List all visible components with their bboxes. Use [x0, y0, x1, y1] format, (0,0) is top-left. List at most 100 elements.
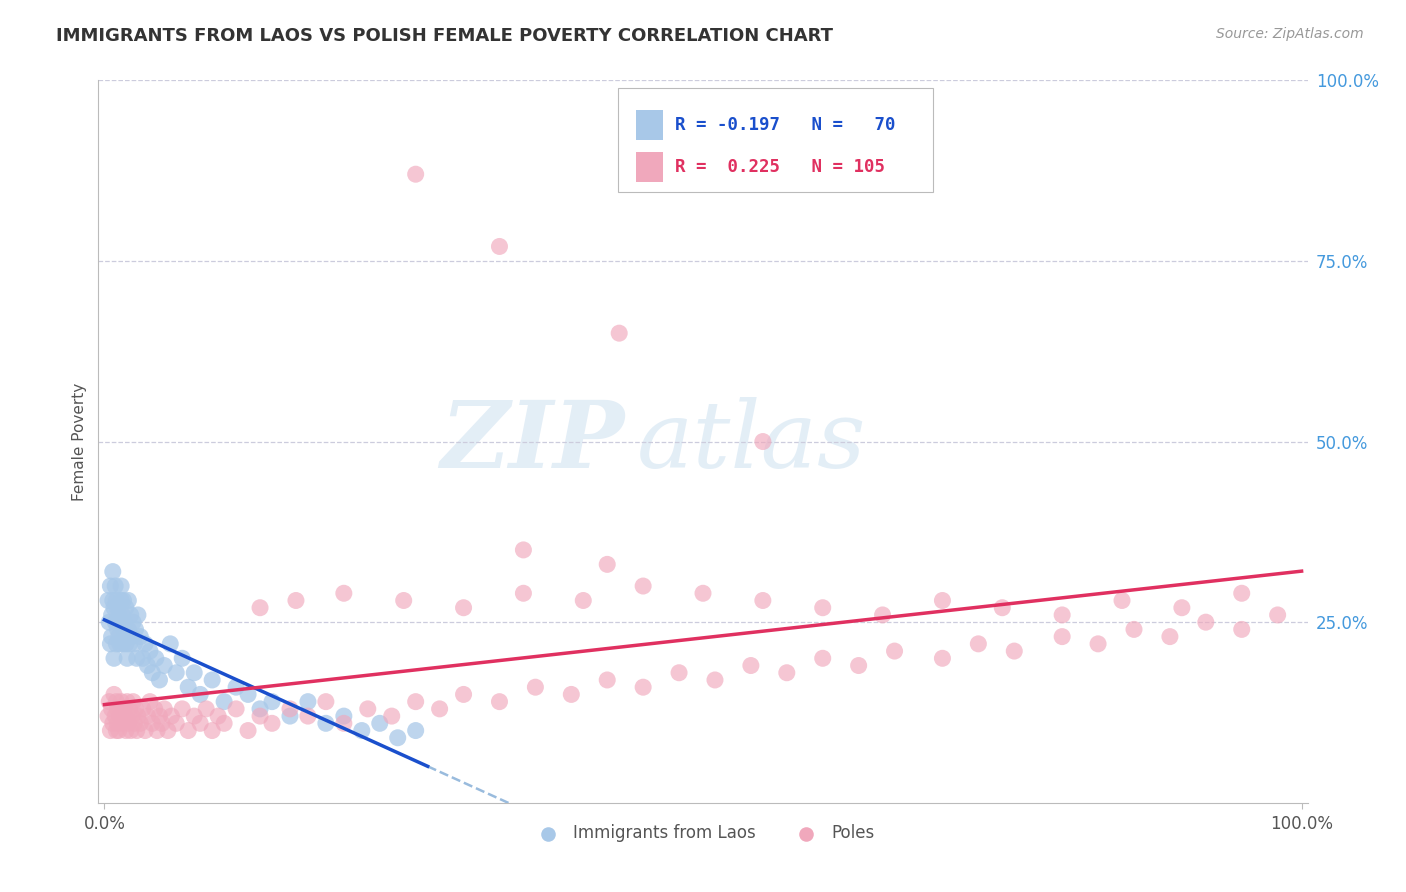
Point — [1002, 644, 1025, 658]
Point — [100, 723, 122, 738]
Point — [146, 723, 169, 738]
Point — [150, 716, 173, 731]
Point — [776, 665, 799, 680]
Text: Source: ZipAtlas.com: Source: ZipAtlas.com — [1216, 27, 1364, 41]
Point — [488, 239, 510, 253]
Point — [129, 716, 152, 731]
Point — [104, 579, 127, 593]
Point — [153, 702, 176, 716]
Point — [108, 615, 131, 630]
Point — [183, 665, 205, 680]
Point — [100, 607, 122, 622]
Point — [107, 716, 129, 731]
Point — [333, 586, 356, 600]
Point — [284, 593, 307, 607]
Point — [101, 716, 124, 731]
Point — [98, 695, 121, 709]
Point — [115, 695, 138, 709]
Point — [159, 637, 181, 651]
Point — [278, 709, 301, 723]
Text: ZIP: ZIP — [440, 397, 624, 486]
Legend: Immigrants from Laos, Poles: Immigrants from Laos, Poles — [524, 817, 882, 848]
Point — [127, 607, 149, 622]
Point — [120, 723, 142, 738]
Point — [118, 702, 141, 716]
Point — [100, 702, 122, 716]
Point — [111, 607, 134, 622]
Point — [381, 709, 404, 723]
Point — [1123, 623, 1146, 637]
Point — [811, 600, 834, 615]
Point — [132, 651, 155, 665]
Point — [453, 687, 475, 701]
Point — [249, 702, 271, 716]
Point — [132, 702, 155, 716]
Point — [105, 723, 128, 738]
Point — [195, 702, 218, 716]
Point — [108, 709, 131, 723]
Point — [631, 579, 654, 593]
Point — [110, 579, 132, 593]
Text: R = -0.197   N =   70: R = -0.197 N = 70 — [675, 116, 896, 135]
Point — [236, 723, 259, 738]
Point — [188, 716, 211, 731]
Point — [883, 644, 905, 658]
Point — [134, 637, 156, 651]
Point — [165, 716, 187, 731]
Point — [134, 723, 156, 738]
Point — [488, 695, 510, 709]
Point — [115, 723, 138, 738]
FancyBboxPatch shape — [619, 87, 932, 193]
Point — [117, 623, 139, 637]
Point — [560, 687, 582, 701]
Point — [596, 673, 619, 687]
Point — [97, 593, 120, 607]
Point — [101, 593, 124, 607]
FancyBboxPatch shape — [637, 152, 664, 182]
Point — [107, 702, 129, 716]
Point — [112, 593, 135, 607]
Point — [107, 723, 129, 738]
Point — [124, 716, 146, 731]
Point — [315, 716, 337, 731]
Point — [1267, 607, 1289, 622]
Point — [148, 673, 170, 687]
Point — [512, 542, 534, 557]
Point — [1050, 607, 1073, 622]
Text: atlas: atlas — [637, 397, 866, 486]
Point — [111, 637, 134, 651]
Point — [387, 731, 409, 745]
Point — [1230, 586, 1253, 600]
Point — [201, 673, 224, 687]
Point — [297, 709, 319, 723]
Text: R =  0.225   N = 105: R = 0.225 N = 105 — [675, 158, 886, 177]
Point — [103, 600, 125, 615]
Point — [104, 615, 127, 630]
Point — [172, 702, 194, 716]
Point — [117, 593, 139, 607]
Point — [172, 651, 194, 665]
Point — [392, 593, 415, 607]
Point — [165, 665, 187, 680]
Point — [201, 723, 224, 738]
Point — [97, 709, 120, 723]
Point — [107, 607, 129, 622]
Point — [1159, 630, 1181, 644]
Point — [752, 434, 775, 449]
Point — [115, 637, 138, 651]
Point — [127, 709, 149, 723]
Point — [1195, 615, 1218, 630]
Point — [931, 651, 953, 665]
Point — [120, 607, 142, 622]
FancyBboxPatch shape — [637, 110, 664, 140]
Y-axis label: Female Poverty: Female Poverty — [72, 383, 87, 500]
Point — [118, 637, 141, 651]
Point — [100, 630, 122, 644]
Point — [136, 658, 159, 673]
Text: IMMIGRANTS FROM LAOS VS POLISH FEMALE POVERTY CORRELATION CHART: IMMIGRANTS FROM LAOS VS POLISH FEMALE PO… — [56, 27, 834, 45]
Point — [1171, 600, 1194, 615]
Point — [100, 637, 122, 651]
Point — [105, 637, 128, 651]
Point — [333, 709, 356, 723]
Point — [153, 658, 176, 673]
